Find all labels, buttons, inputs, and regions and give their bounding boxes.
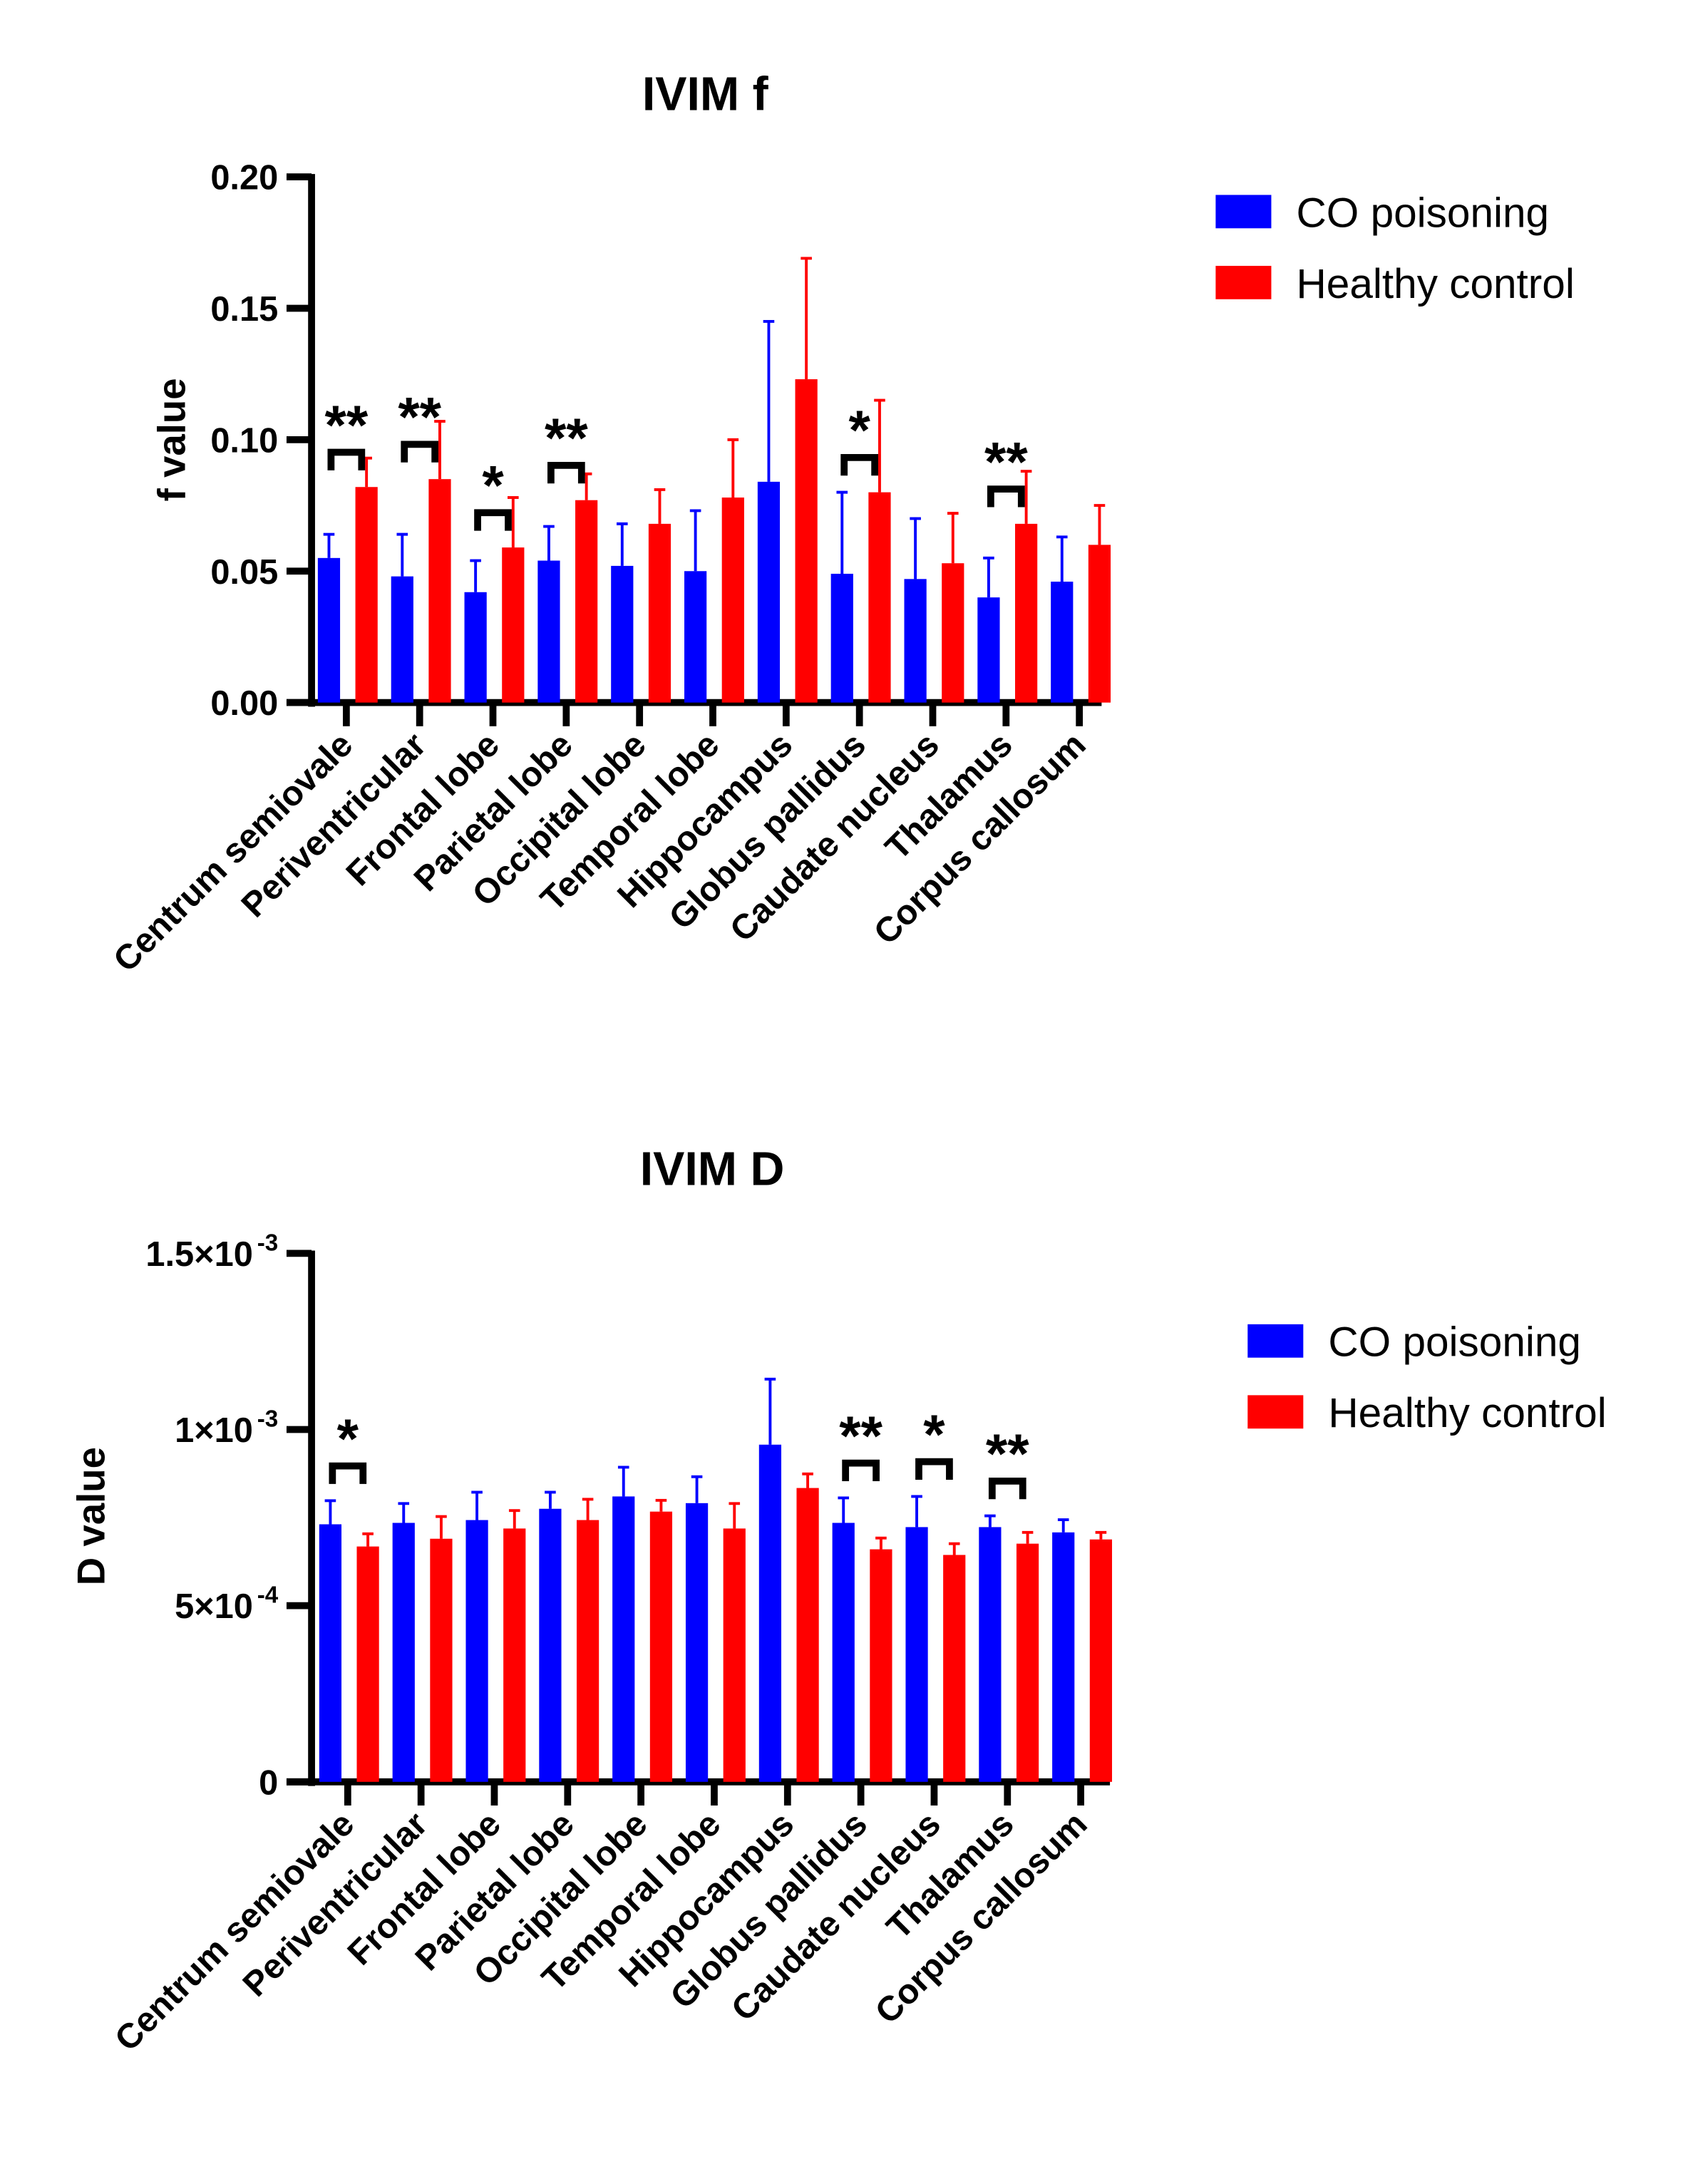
y-tick-label: 0.10 xyxy=(210,421,278,460)
bar-co-poisoning xyxy=(391,576,413,703)
significance-label: ** xyxy=(324,393,368,456)
y-tick-mantissa: 1.5×10 xyxy=(145,1235,253,1274)
bar-co-poisoning xyxy=(905,1527,928,1782)
bar-healthy-control xyxy=(356,1546,379,1782)
legend-swatch-healthy-control xyxy=(1247,1395,1304,1429)
y-tick-mantissa: 1×10 xyxy=(175,1411,253,1450)
bar-healthy-control xyxy=(648,523,671,703)
legend: CO poisoning Healthy control xyxy=(1215,190,1575,307)
chart-ivim-f: IVIM f f value 0.000.050.100.150.20Centr… xyxy=(106,68,1575,979)
chart-title: IVIM f xyxy=(642,68,769,120)
bar-healthy-control xyxy=(943,1555,966,1782)
bar-co-poisoning xyxy=(611,565,634,703)
y-tick-label: 0.05 xyxy=(210,553,278,592)
legend-label-healthy-control: Healthy control xyxy=(1328,1390,1606,1436)
bar-healthy-control xyxy=(1088,545,1111,703)
significance-label: * xyxy=(848,398,870,461)
bar-co-poisoning xyxy=(317,557,341,703)
legend-swatch-co-poisoning xyxy=(1247,1324,1304,1358)
significance-bracket xyxy=(547,462,585,484)
bar-co-poisoning xyxy=(684,571,707,703)
y-tick-mantissa: 0 xyxy=(259,1763,278,1802)
bar-co-poisoning xyxy=(757,481,781,703)
chart-title: IVIM D xyxy=(640,1143,785,1196)
legend-label-co-poisoning: CO poisoning xyxy=(1328,1319,1581,1366)
significance-label: ** xyxy=(984,430,1028,493)
bar-co-poisoning xyxy=(319,1524,342,1782)
bar-healthy-control xyxy=(430,1538,453,1782)
bar-co-poisoning xyxy=(612,1496,635,1782)
significance-label: * xyxy=(923,1403,945,1466)
bar-healthy-control xyxy=(575,500,598,703)
legend-swatch-co-poisoning xyxy=(1215,195,1272,229)
bar-co-poisoning xyxy=(830,573,853,703)
y-tick-label: 0 xyxy=(259,1763,278,1802)
significance-label: * xyxy=(482,454,504,517)
bar-healthy-control xyxy=(721,498,744,703)
bar-co-poisoning xyxy=(832,1523,855,1782)
significance-label: ** xyxy=(986,1422,1029,1485)
bar-healthy-control xyxy=(355,487,378,703)
y-tick-label: 0.20 xyxy=(210,159,278,197)
y-tick-label: 5×10 -4 xyxy=(175,1582,279,1626)
bar-healthy-control xyxy=(795,379,818,703)
bar-healthy-control xyxy=(1015,523,1038,703)
bar-co-poisoning xyxy=(758,1444,782,1782)
bar-healthy-control xyxy=(723,1528,746,1782)
chart-ivim-d: IVIM D D value 05×10 -41×10 -31.5×10 -3Cent… xyxy=(69,1143,1606,2059)
y-tick-exponent: -3 xyxy=(257,1406,278,1433)
significance-bracket xyxy=(401,441,439,463)
bar-co-poisoning xyxy=(1051,582,1074,703)
bar-co-poisoning xyxy=(977,597,1000,703)
bar-co-poisoning xyxy=(979,1527,1002,1782)
bar-healthy-control xyxy=(796,1488,819,1782)
bar-co-poisoning xyxy=(904,579,927,703)
y-axis-title: D value xyxy=(69,1447,113,1585)
bar-co-poisoning xyxy=(1052,1532,1075,1782)
y-tick-mantissa: 5×10 xyxy=(175,1587,253,1626)
significance-label: ** xyxy=(839,1404,882,1467)
legend-label-healthy-control: Healthy control xyxy=(1297,261,1575,307)
y-tick-exponent: -3 xyxy=(257,1230,278,1256)
bar-healthy-control xyxy=(503,1528,526,1782)
bar-healthy-control xyxy=(428,479,451,703)
legend-swatch-healthy-control xyxy=(1215,265,1272,299)
bar-co-poisoning xyxy=(464,592,487,703)
bar-co-poisoning xyxy=(685,1503,709,1782)
significance-bracket xyxy=(987,485,1025,508)
bar-healthy-control xyxy=(942,563,964,703)
bar-healthy-control xyxy=(870,1549,892,1782)
bar-healthy-control xyxy=(576,1520,599,1782)
bar-healthy-control xyxy=(649,1511,673,1782)
y-tick-label: 0.15 xyxy=(210,290,278,329)
significance-bracket xyxy=(840,453,879,476)
significance-label: ** xyxy=(545,406,588,469)
significance-label: ** xyxy=(398,386,441,448)
bar-healthy-control xyxy=(502,547,525,703)
legend-label-co-poisoning: CO poisoning xyxy=(1297,190,1550,236)
bar-co-poisoning xyxy=(392,1523,415,1782)
significance-bracket xyxy=(842,1459,880,1481)
bar-co-poisoning xyxy=(539,1508,562,1782)
significance-bracket xyxy=(327,448,366,470)
bar-co-poisoning xyxy=(465,1520,488,1782)
bar-healthy-control xyxy=(868,492,891,703)
significance-bracket xyxy=(988,1477,1026,1500)
significance-label: * xyxy=(337,1407,359,1470)
y-tick-label: 0.00 xyxy=(210,684,278,723)
y-tick-label: 1×10 -3 xyxy=(175,1406,278,1450)
bar-healthy-control xyxy=(1016,1543,1039,1782)
y-tick-label: 1.5×10 -3 xyxy=(145,1230,278,1273)
legend: CO poisoning Healthy control xyxy=(1247,1319,1607,1436)
y-tick-exponent: -4 xyxy=(257,1582,279,1609)
bar-healthy-control xyxy=(1089,1539,1113,1782)
significance-bracket xyxy=(474,509,512,531)
significance-bracket xyxy=(915,1458,953,1480)
y-axis-title: f value xyxy=(150,378,194,501)
significance-bracket xyxy=(329,1462,367,1484)
bar-co-poisoning xyxy=(537,560,560,703)
